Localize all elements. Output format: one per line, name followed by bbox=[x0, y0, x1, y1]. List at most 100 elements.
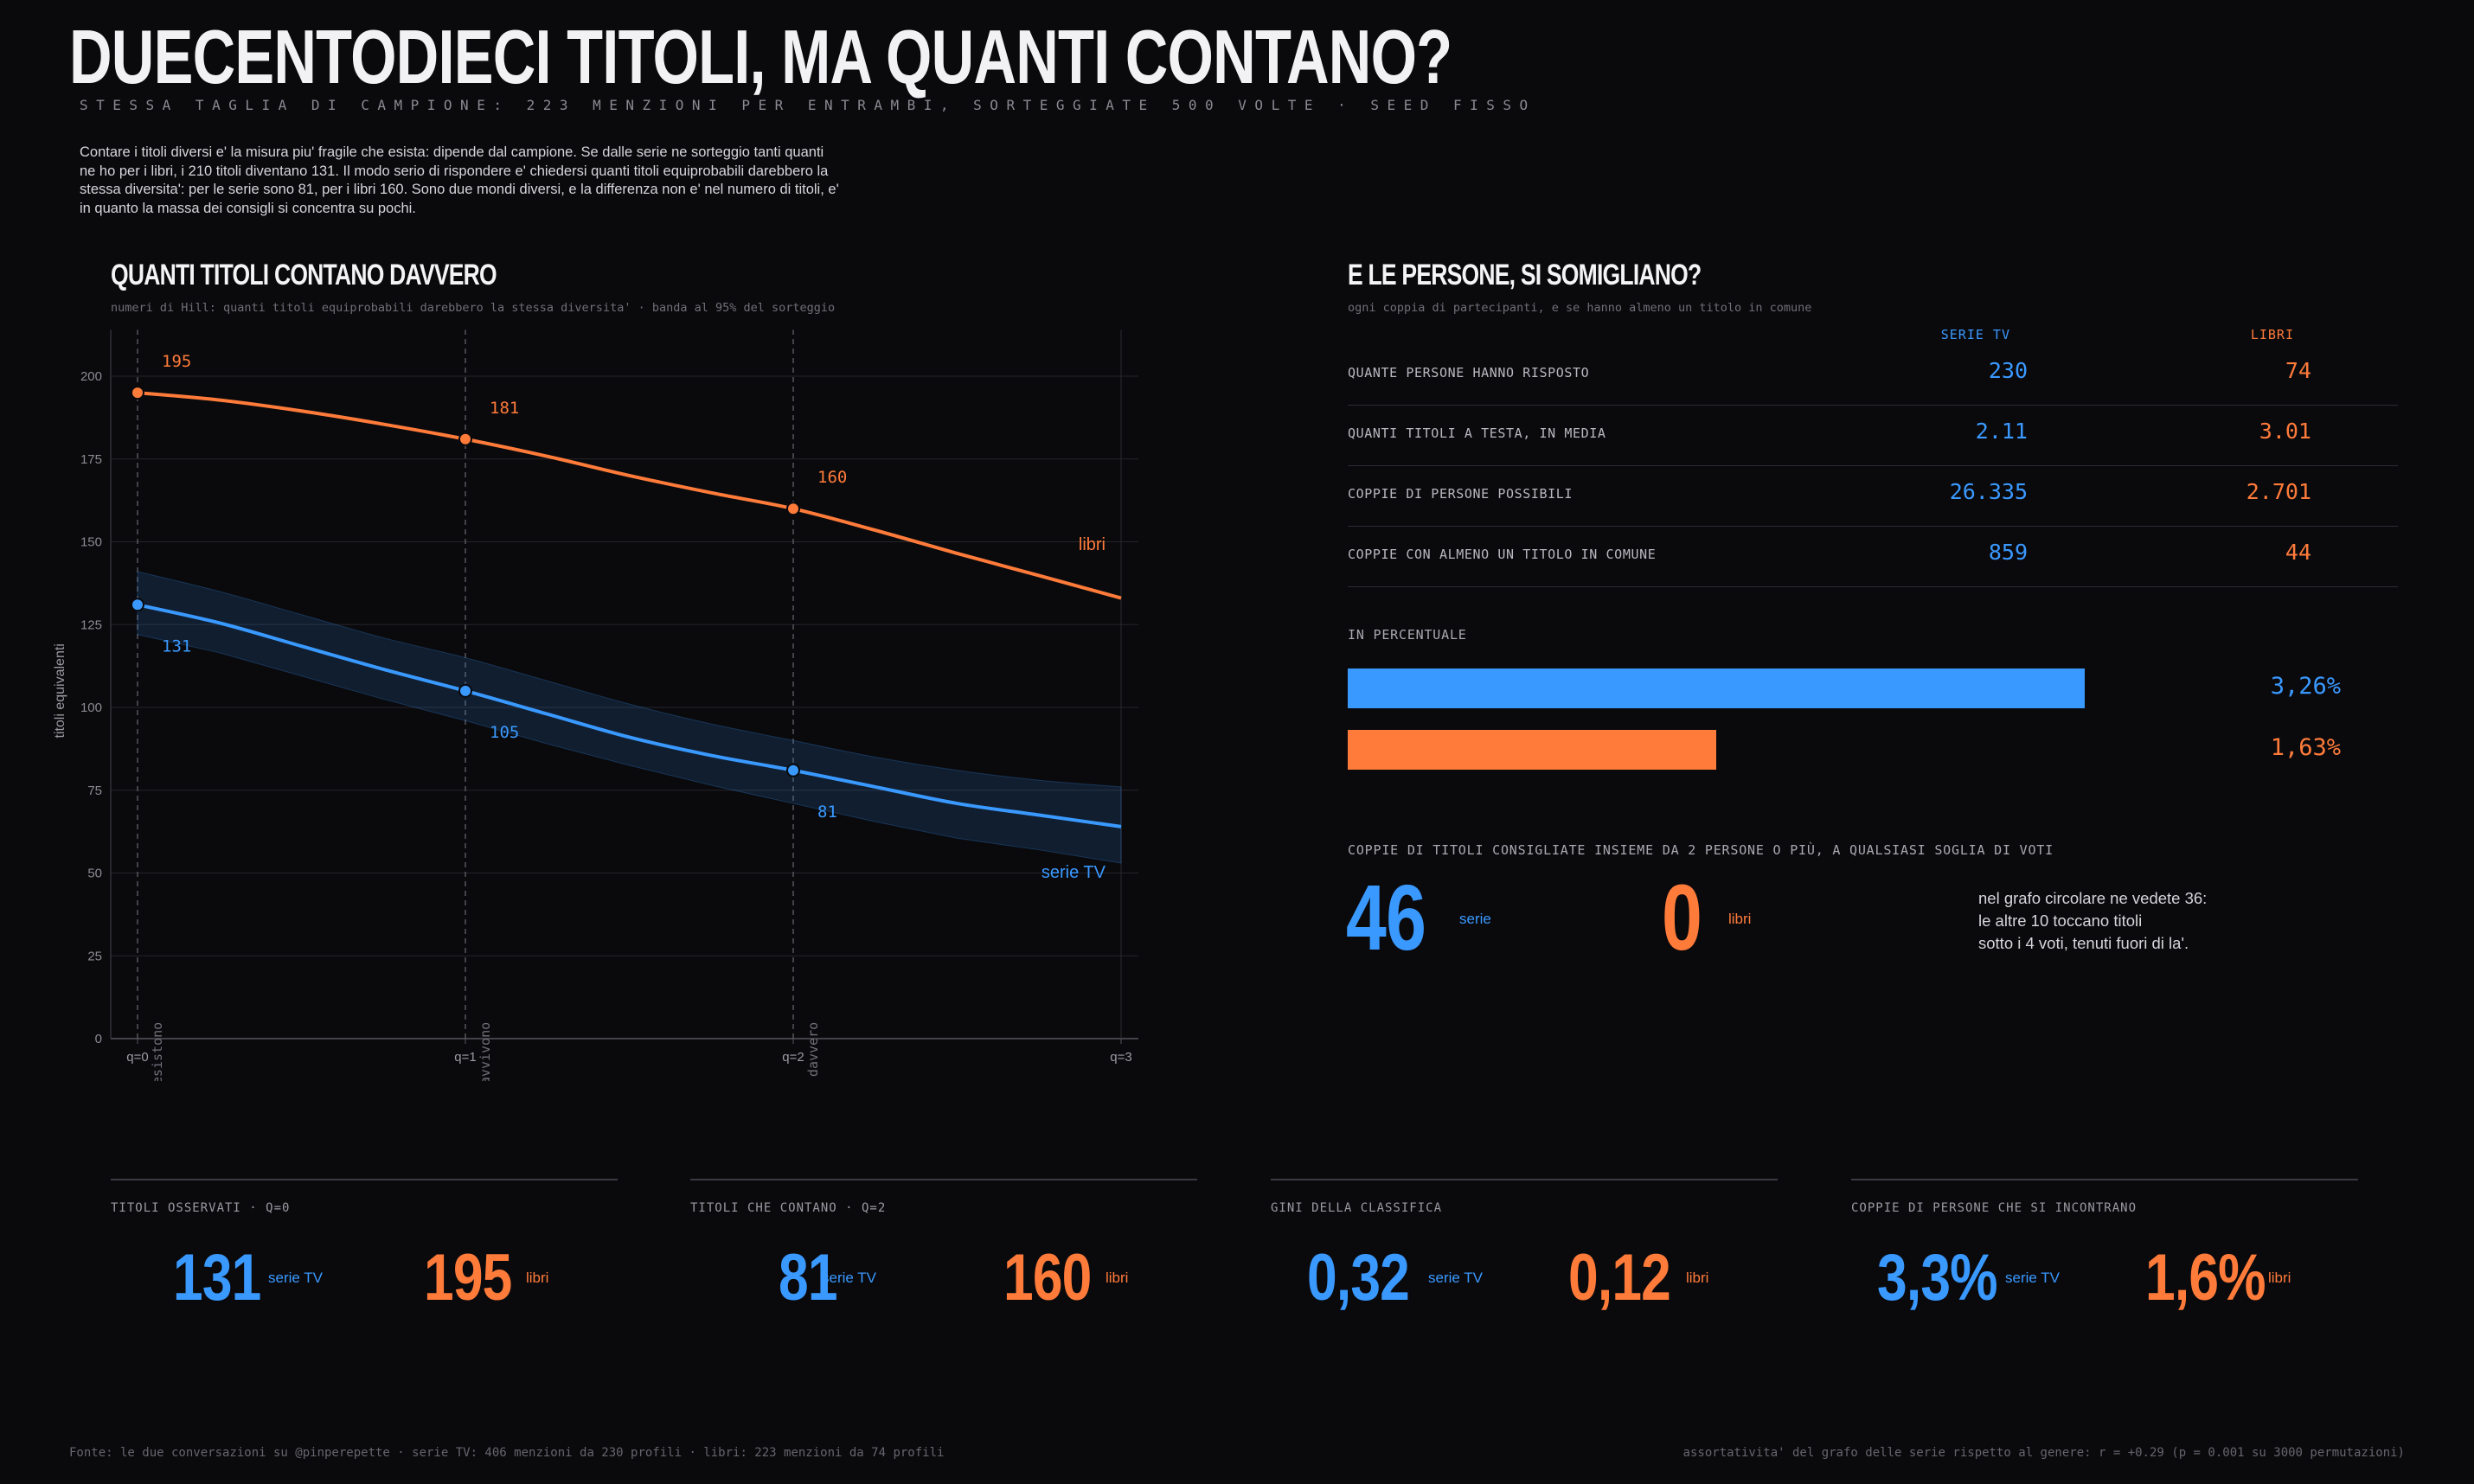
kpi-divider bbox=[1851, 1179, 2358, 1180]
data-label-books: 181 bbox=[490, 399, 519, 418]
page-subtitle: STESSA TAGLIA DI CAMPIONE: 223 MENZIONI … bbox=[80, 97, 1536, 113]
percent-value-books: 1,63% bbox=[2270, 734, 2341, 761]
y-tick-label: 100 bbox=[80, 700, 102, 715]
confidence-band-series bbox=[137, 571, 1122, 864]
kpi-value-books: 195 bbox=[424, 1241, 512, 1314]
kpi-value-series: 3,3% bbox=[1877, 1241, 1998, 1314]
data-point-books bbox=[458, 432, 472, 446]
kpi-value-books: 160 bbox=[1003, 1241, 1092, 1314]
graph-note-line: le altre 10 toccano titoli bbox=[1978, 912, 2143, 930]
percent-value-series: 3,26% bbox=[2270, 673, 2341, 700]
footer-source: Fonte: le due conversazioni su @pinperep… bbox=[69, 1446, 945, 1460]
x-tick-label: q=2 bbox=[782, 1050, 804, 1065]
coppie-books-number: 0 bbox=[1662, 865, 1702, 969]
right-panel-title: E LE PERSONE, SI SOMIGLIANO? bbox=[1348, 259, 1702, 291]
column-header-books: LIBRI bbox=[2250, 327, 2294, 342]
data-point-books bbox=[786, 502, 800, 516]
series-line-books bbox=[137, 391, 1122, 600]
kpi-unit-series: serie TV bbox=[1428, 1270, 1483, 1286]
table-row: QUANTE PERSONE HANNO RISPOSTO 230 74 bbox=[1348, 344, 2398, 406]
table-row-label: QUANTE PERSONE HANNO RISPOSTO bbox=[1348, 365, 1590, 381]
percent-bar-series bbox=[1348, 668, 2085, 708]
left-panel-title: QUANTI TITOLI CONTANO DAVVERO bbox=[111, 259, 497, 291]
table-row-label: COPPIE DI PERSONE POSSIBILI bbox=[1348, 486, 1573, 502]
y-axis-label: titoli equivalenti bbox=[53, 643, 67, 738]
kpi-unit-series: serie TV bbox=[822, 1270, 876, 1286]
kpi-unit-series: serie TV bbox=[268, 1270, 323, 1286]
data-point-series bbox=[131, 598, 144, 612]
kpi-label: GINI DELLA CLASSIFICA bbox=[1271, 1201, 1443, 1215]
series-name-series: serie TV bbox=[1042, 863, 1106, 882]
table-row-label: COPPIE CON ALMENO UN TITOLO IN COMUNE bbox=[1348, 547, 1657, 562]
y-tick-label: 50 bbox=[87, 867, 102, 881]
kpi-unit-books: libri bbox=[2268, 1270, 2291, 1286]
kpi-divider bbox=[111, 1179, 618, 1180]
kpi-label: TITOLI OSSERVATI · Q=0 bbox=[111, 1201, 291, 1215]
y-tick-label: 25 bbox=[87, 949, 102, 963]
table-row: QUANTI TITOLI A TESTA, IN MEDIA 2.11 3.01 bbox=[1348, 405, 2398, 466]
y-tick-label: 150 bbox=[80, 535, 102, 550]
percent-label: IN PERCENTUALE bbox=[1348, 627, 1467, 643]
table-value-series: 2.11 bbox=[1975, 419, 2028, 444]
table-value-series: 230 bbox=[1988, 358, 2028, 383]
x-tick-label: q=3 bbox=[1110, 1050, 1131, 1065]
table-value-books: 3.01 bbox=[2259, 419, 2311, 444]
kpi-value-series: 131 bbox=[173, 1241, 261, 1314]
kpi-value-books: 1,6% bbox=[2145, 1241, 2266, 1314]
series-line-series bbox=[137, 603, 1122, 828]
data-label-series: 81 bbox=[817, 803, 837, 822]
table-value-books: 44 bbox=[2285, 540, 2311, 565]
data-point-series bbox=[458, 683, 472, 698]
table-row-label: QUANTI TITOLI A TESTA, IN MEDIA bbox=[1348, 425, 1606, 441]
vertical-marker-label: quanti ne sopravvivono bbox=[477, 1022, 493, 1081]
kpi-value-series: 81 bbox=[779, 1241, 838, 1314]
data-label-books: 195 bbox=[162, 352, 191, 371]
data-label-series: 105 bbox=[490, 723, 519, 742]
intro-paragraph: Contare i titoli diversi e' la misura pi… bbox=[80, 144, 839, 216]
x-tick-label: q=1 bbox=[454, 1050, 476, 1065]
graph-note-line: sotto i 4 voti, tenuti fuori di la'. bbox=[1978, 934, 2189, 952]
graph-note: nel grafo circolare ne vedete 36: le alt… bbox=[1978, 887, 2207, 955]
kpi-value-series: 0,32 bbox=[1307, 1241, 1410, 1314]
vertical-marker-label: quanti contano davvero bbox=[805, 1022, 821, 1081]
kpi-divider bbox=[690, 1179, 1197, 1180]
y-tick-label: 200 bbox=[80, 369, 102, 384]
left-panel-subtitle: numeri di Hill: quanti titoli equiprobab… bbox=[111, 301, 836, 315]
kpi-label: TITOLI CHE CONTANO · Q=2 bbox=[690, 1201, 887, 1215]
kpi-unit-series: serie TV bbox=[2005, 1270, 2060, 1286]
data-label-series: 131 bbox=[162, 636, 191, 656]
column-header-series: SERIE TV bbox=[1940, 327, 2010, 342]
hill-numbers-chart: 0 25 50 75 100 125 150 175 200 titoli equivalenti… bbox=[53, 329, 1138, 1081]
data-point-series bbox=[786, 763, 800, 777]
coppie-books-unit: libri bbox=[1728, 911, 1752, 927]
kpi-label: COPPIE DI PERSONE CHE SI INCONTRANO bbox=[1851, 1201, 2138, 1215]
percent-bar-books bbox=[1348, 730, 1716, 770]
table-value-books: 2.701 bbox=[2246, 479, 2311, 504]
kpi-unit-books: libri bbox=[526, 1270, 549, 1286]
kpi-value-books: 0,12 bbox=[1568, 1241, 1671, 1314]
coppie-series-number: 46 bbox=[1346, 865, 1426, 969]
y-tick-label: 0 bbox=[95, 1032, 102, 1046]
y-tick-label: 175 bbox=[80, 452, 102, 467]
footer-note: assortativita' del grafo delle serie ris… bbox=[1682, 1446, 2405, 1460]
x-tick-label: q=0 bbox=[126, 1050, 148, 1065]
graph-note-line: nel grafo circolare ne vedete 36: bbox=[1978, 889, 2208, 907]
table-row: COPPIE CON ALMENO UN TITOLO IN COMUNE 859… bbox=[1348, 526, 2398, 587]
table-row: COPPIE DI PERSONE POSSIBILI 26.335 2.701 bbox=[1348, 465, 2398, 527]
table-value-series: 859 bbox=[1988, 540, 2028, 565]
y-tick-label: 75 bbox=[87, 784, 102, 798]
table-value-books: 74 bbox=[2285, 358, 2311, 383]
vertical-marker-label: quanti titoli esistono bbox=[150, 1022, 165, 1081]
coppie-series-unit: serie bbox=[1459, 911, 1491, 927]
series-name-books: libri bbox=[1079, 535, 1106, 554]
kpi-unit-books: libri bbox=[1686, 1270, 1709, 1286]
kpi-divider bbox=[1271, 1179, 1778, 1180]
coppie-label: COPPIE DI TITOLI CONSIGLIATE INSIEME DA … bbox=[1348, 842, 2054, 858]
y-tick-label: 125 bbox=[80, 617, 102, 632]
table-value-series: 26.335 bbox=[1949, 479, 2028, 504]
page-title: DUECENTODIECI TITOLI, MA QUANTI CONTANO? bbox=[69, 14, 1452, 99]
data-label-books: 160 bbox=[817, 468, 847, 487]
data-point-books bbox=[131, 386, 144, 400]
kpi-unit-books: libri bbox=[1106, 1270, 1129, 1286]
right-panel-subtitle: ogni coppia di partecipanti, e se hanno … bbox=[1348, 301, 1812, 315]
